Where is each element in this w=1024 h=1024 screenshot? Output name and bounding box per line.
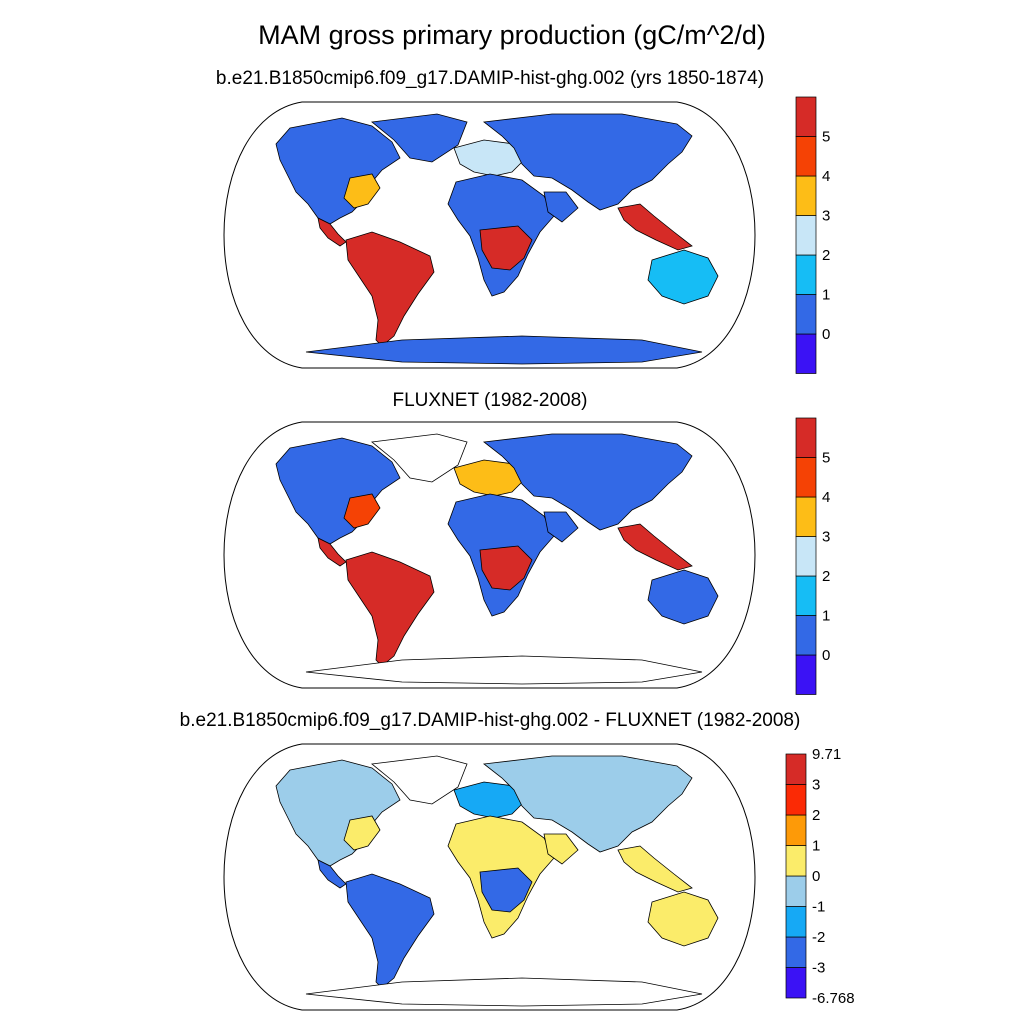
- region-asia-tropics: [617, 203, 693, 251]
- map-frame: [223, 743, 756, 1011]
- region-central-america: [317, 217, 347, 247]
- region-central-africa: [479, 867, 533, 913]
- region-greenland: [371, 755, 468, 805]
- region-greenland: [371, 113, 468, 163]
- colorbar-tick-label: 9.71: [812, 746, 841, 763]
- region-europe: [453, 459, 527, 497]
- colorbar-tick-label: 3: [822, 208, 830, 225]
- region-arabia: [543, 511, 579, 543]
- colorbar-tick-label: 1: [822, 608, 830, 625]
- colorbar-tick-label: 5: [822, 129, 830, 146]
- map-frame: [223, 101, 756, 369]
- region-us-east: [343, 815, 381, 851]
- region-eurasia: [482, 755, 693, 853]
- colorbar-box: [795, 536, 817, 577]
- region-europe: [453, 781, 527, 819]
- colorbar-tick-label: 0: [822, 326, 830, 343]
- colorbar-tick-label: -3: [812, 960, 825, 977]
- colorbar-tick-label: 2: [822, 247, 830, 264]
- colorbar-box: [785, 875, 807, 907]
- colorbar-tick-label: 2: [822, 568, 830, 585]
- colorbar-box: [785, 784, 807, 816]
- colorbar-box: [785, 814, 807, 846]
- colorbar-panel-2: 0 1 2 3 4 5: [795, 417, 830, 695]
- colorbar-box: [795, 254, 817, 295]
- region-north-america: [275, 437, 401, 545]
- colorbar-tick-label: 0: [812, 868, 820, 885]
- colorbar-tick-label: -1: [812, 899, 825, 916]
- colorbar-tick-label: 3: [822, 529, 830, 546]
- region-north-america: [275, 759, 401, 867]
- colorbar-box: [795, 294, 817, 335]
- region-arabia: [543, 191, 579, 223]
- colorbar-panel-1: 0 1 2 3 4 5: [795, 96, 830, 374]
- colorbar-tick-label: -2: [812, 929, 825, 946]
- colorbar-box: [785, 967, 807, 999]
- map-panel-1: [223, 101, 756, 369]
- colorbar-box: [795, 333, 817, 374]
- colorbar-box: [795, 417, 817, 458]
- region-australia: [647, 249, 719, 305]
- region-arabia: [543, 833, 579, 865]
- colorbar-box: [795, 96, 817, 137]
- panel-2-title: FLUXNET (1982-2008): [392, 390, 588, 411]
- colorbar-panel-3: -6.768 -3 -2 -1 0 1 2 3 9.71: [785, 746, 855, 1007]
- region-antarctica: [305, 655, 703, 685]
- region-eurasia: [482, 433, 693, 531]
- panel-3-title: b.e21.B1850cmip6.f09_g17.DAMIP-hist-ghg.…: [179, 710, 801, 731]
- region-central-africa: [479, 545, 533, 591]
- region-us-east: [343, 173, 381, 209]
- colorbar-box: [795, 654, 817, 695]
- colorbar-tick-label: 1: [812, 838, 820, 855]
- colorbar-box: [785, 936, 807, 968]
- region-antarctica: [305, 977, 703, 1007]
- panel-1-title: b.e21.B1850cmip6.f09_g17.DAMIP-hist-ghg.…: [215, 68, 765, 89]
- colorbar-box: [795, 615, 817, 656]
- colorbar-tick-label: 1: [822, 287, 830, 304]
- colorbar-tick-label: -6.768: [812, 990, 855, 1007]
- colorbar-box: [795, 496, 817, 537]
- colorbar-tick-label: 4: [822, 168, 830, 185]
- colorbar-box: [785, 906, 807, 938]
- colorbar-box: [795, 575, 817, 616]
- colorbar-box: [795, 215, 817, 256]
- region-asia-tropics: [617, 845, 693, 893]
- region-north-america: [275, 117, 401, 225]
- colorbar-box: [795, 175, 817, 216]
- region-australia: [647, 569, 719, 625]
- region-europe: [453, 139, 527, 177]
- region-central-america: [317, 537, 347, 567]
- region-central-africa: [479, 225, 533, 271]
- map-panel-2: [223, 421, 756, 689]
- colorbar-box: [795, 457, 817, 498]
- colorbar-box: [785, 753, 807, 785]
- region-antarctica: [305, 335, 703, 365]
- region-eurasia: [482, 113, 693, 211]
- colorbar-box: [795, 136, 817, 177]
- region-australia: [647, 891, 719, 947]
- colorbar-tick-label: 2: [812, 807, 820, 824]
- map-panel-3: [223, 743, 756, 1011]
- colorbar-box: [785, 845, 807, 877]
- colorbar-tick-label: 4: [822, 489, 830, 506]
- region-south-america: [345, 873, 435, 989]
- colorbar-tick-label: 0: [822, 647, 830, 664]
- map-frame: [223, 421, 756, 689]
- figure-title: MAM gross primary production (gC/m^2/d): [258, 20, 766, 50]
- region-us-east: [343, 493, 381, 529]
- region-south-america: [345, 551, 435, 667]
- region-south-america: [345, 231, 435, 347]
- region-central-america: [317, 859, 347, 889]
- colorbar-tick-label: 5: [822, 450, 830, 467]
- region-asia-tropics: [617, 523, 693, 571]
- region-greenland: [371, 433, 468, 483]
- colorbar-tick-label: 3: [812, 777, 820, 794]
